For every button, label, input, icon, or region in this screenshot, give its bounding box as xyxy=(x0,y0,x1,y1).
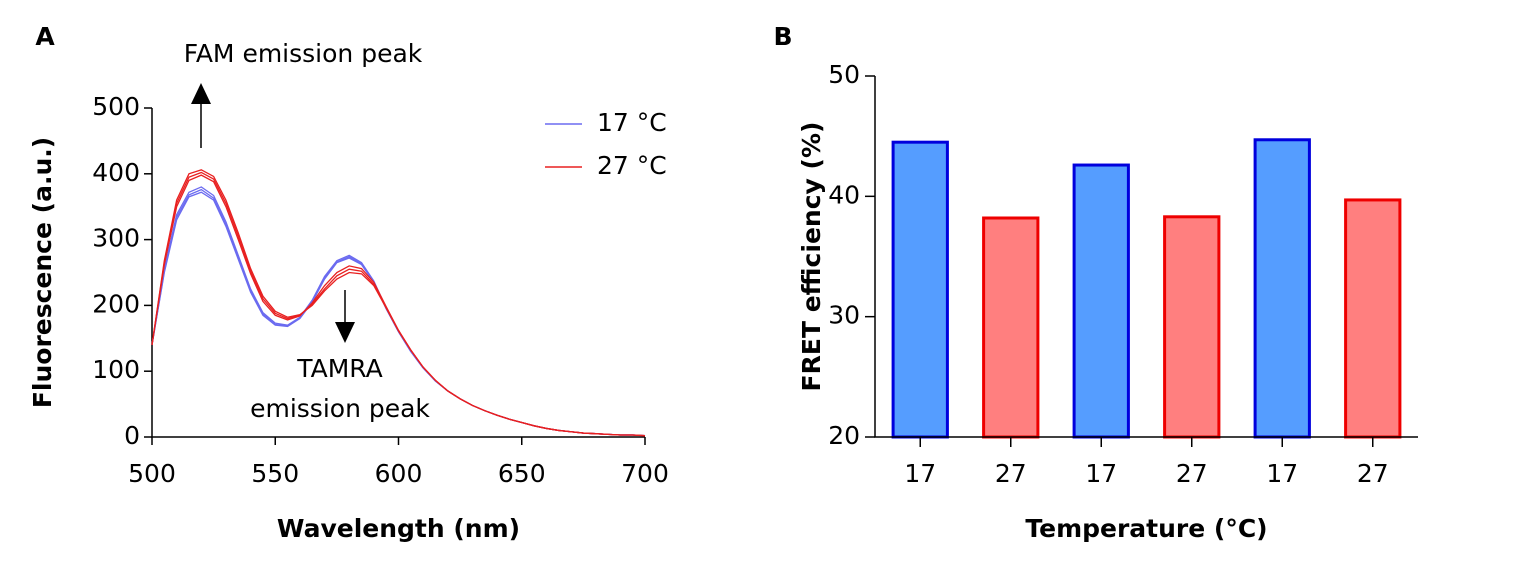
bar xyxy=(1253,138,1311,439)
y-tick-label: 40 xyxy=(828,180,860,209)
x-tick-label: 17 xyxy=(1266,459,1298,488)
x-tick-label: 27 xyxy=(1357,459,1389,488)
panel-label: B xyxy=(773,22,792,51)
y-tick-label: 500 xyxy=(92,92,140,121)
x-tick-label: 550 xyxy=(251,459,299,488)
x-tick-label: 600 xyxy=(375,459,423,488)
x-tick-label: 17 xyxy=(1085,459,1117,488)
y-tick-label: 50 xyxy=(828,60,860,89)
bar xyxy=(1072,163,1130,439)
spectrum-line xyxy=(151,169,646,437)
y-axis-title: FRET efficiency (%) xyxy=(797,122,826,392)
x-tick-label: 17 xyxy=(904,459,936,488)
annotation: TAMRA xyxy=(296,354,382,383)
x-tick-label: 27 xyxy=(1176,459,1208,488)
bar xyxy=(982,216,1040,439)
legend-label: 27 °C xyxy=(597,151,667,180)
annotation: FAM emission peak xyxy=(184,39,423,68)
legend-label: 17 °C xyxy=(597,108,667,137)
arrow-head xyxy=(191,83,211,104)
y-tick-label: 100 xyxy=(92,355,140,384)
y-tick-label: 20 xyxy=(828,421,860,450)
y-axis-title: Fluorescence (a.u.) xyxy=(28,137,57,408)
x-axis-title: Temperature (°C) xyxy=(1025,514,1267,543)
x-tick-label: 650 xyxy=(498,459,546,488)
y-tick-label: 0 xyxy=(124,421,140,450)
arrow-head xyxy=(335,322,355,343)
y-tick-label: 300 xyxy=(92,224,140,253)
bar xyxy=(1163,215,1221,439)
x-tick-label: 700 xyxy=(621,459,669,488)
y-tick-label: 30 xyxy=(828,301,860,330)
y-tick-label: 400 xyxy=(92,158,140,187)
bar xyxy=(1344,198,1402,439)
axis-line xyxy=(874,76,1418,438)
axis-line xyxy=(151,108,645,438)
x-tick-label: 27 xyxy=(995,459,1027,488)
y-tick-label: 200 xyxy=(92,289,140,318)
annotation: emission peak xyxy=(250,394,430,423)
x-axis-title: Wavelength (nm) xyxy=(277,514,520,543)
bar xyxy=(891,140,949,439)
panel-label: A xyxy=(35,22,55,51)
x-tick-label: 500 xyxy=(128,459,176,488)
